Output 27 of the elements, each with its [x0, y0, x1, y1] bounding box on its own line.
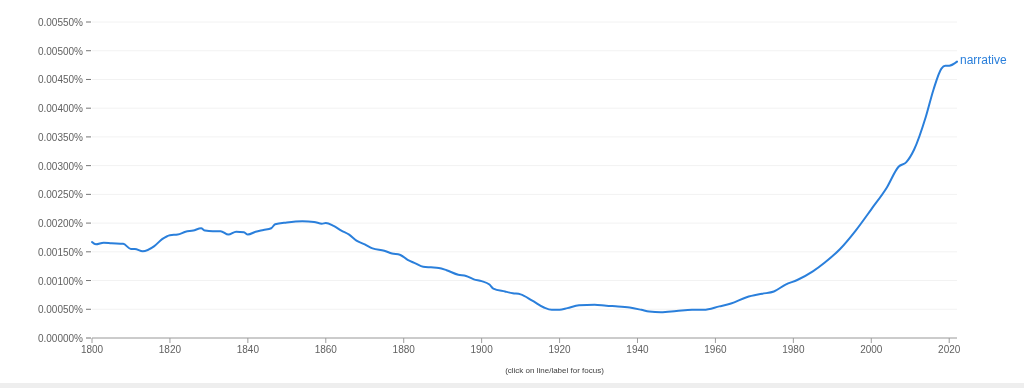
- y-tick-label: 0.00150%: [37, 246, 84, 258]
- line-series: [91, 60, 958, 314]
- x-tick-label: 1940: [626, 344, 650, 355]
- x-tick-label: 1960: [704, 344, 727, 355]
- x-tick-label: 1980: [782, 344, 805, 355]
- y-tick-label: 0.00050%: [37, 304, 84, 316]
- y-tick-label: 0.00500%: [37, 45, 84, 57]
- text: (click on line/label for focus): [505, 366, 605, 375]
- y-tick-label: 0.00450%: [37, 74, 84, 86]
- x-tick-label: 1820: [158, 344, 182, 355]
- y-tick-label: 0.00400%: [37, 103, 84, 115]
- y-tick-label: 0.00100%: [37, 275, 84, 287]
- x-tick-label: 1840: [236, 344, 260, 355]
- y-tick-label: 0.00250%: [37, 189, 84, 201]
- series-label: narrative: [960, 52, 1008, 67]
- y-tick-label: 0.00200%: [37, 218, 84, 230]
- x-tick-label: 1800: [80, 344, 104, 355]
- x-tick-label: 1880: [392, 344, 416, 355]
- x-tick-label: 1900: [470, 344, 494, 355]
- x-tick-label: 2020: [938, 344, 961, 355]
- x-tick-label: 1920: [548, 344, 572, 355]
- y-tick-label: 0.00000%: [37, 333, 84, 344]
- x-tick-label: 2000: [860, 344, 883, 355]
- y-tick-label: 0.00350%: [37, 131, 84, 143]
- x-tick-label: 1860: [314, 344, 338, 355]
- y-tick-label: 0.00550%: [37, 17, 84, 28]
- y-tick-label: 0.00300%: [37, 160, 84, 172]
